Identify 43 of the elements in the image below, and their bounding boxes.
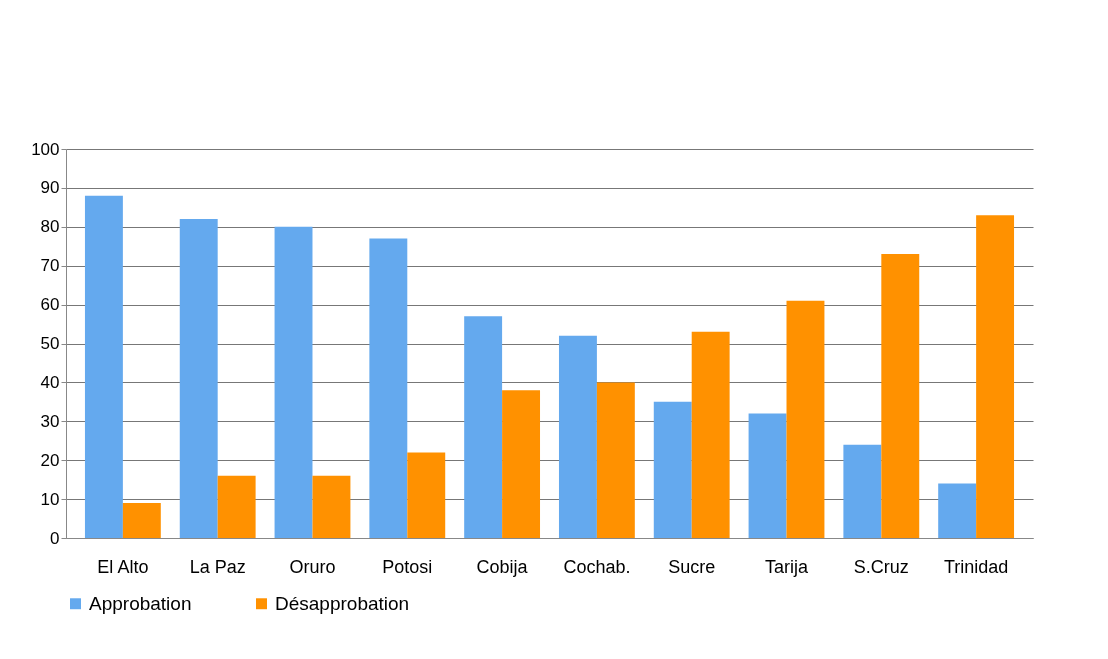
x-tick-label: Cochab. — [563, 556, 631, 577]
y-tick-label: 60 — [40, 295, 60, 315]
bar — [691, 331, 730, 538]
y-tick-label: 100 — [31, 139, 60, 159]
y-tick-label: 10 — [40, 489, 60, 509]
y-tick-label: 90 — [40, 178, 60, 198]
y-tick-label: 80 — [40, 217, 60, 237]
bar — [122, 502, 161, 538]
bar — [312, 475, 351, 538]
x-tick-label: Sucre — [668, 556, 716, 577]
bar — [843, 444, 882, 538]
bar — [938, 483, 977, 538]
x-tick-label: Trinidad — [943, 556, 1009, 577]
bar — [558, 335, 597, 538]
bar — [653, 401, 692, 538]
x-tick-label: Potosi — [382, 556, 433, 577]
bar — [596, 382, 635, 538]
y-tick-label: 50 — [40, 334, 60, 353]
y-tick-label: 40 — [40, 372, 60, 392]
legend-label: Approbation — [89, 592, 192, 614]
bar — [786, 300, 825, 538]
legend-label: Désapprobation — [275, 592, 410, 614]
y-tick-label: 20 — [40, 450, 60, 470]
bar — [748, 413, 787, 538]
y-tick-label: 0 — [50, 528, 60, 548]
bar — [976, 215, 1015, 538]
bar — [217, 475, 256, 538]
x-tick-label: La Paz — [189, 556, 246, 577]
x-tick-label: El Alto — [97, 556, 149, 577]
y-tick-label: 70 — [40, 256, 60, 276]
bar — [274, 226, 313, 538]
y-tick-label: 30 — [40, 411, 60, 431]
bar — [369, 238, 408, 538]
x-tick-label: Tarija — [765, 556, 809, 577]
bar — [407, 452, 446, 538]
x-tick-label: Oruro — [289, 556, 336, 577]
bar — [84, 195, 123, 538]
bar — [502, 390, 541, 538]
bar — [464, 316, 503, 538]
bar — [179, 219, 218, 538]
x-tick-label: S.Cruz — [853, 556, 909, 577]
bar — [881, 254, 920, 538]
x-tick-label: Cobija — [476, 556, 529, 577]
